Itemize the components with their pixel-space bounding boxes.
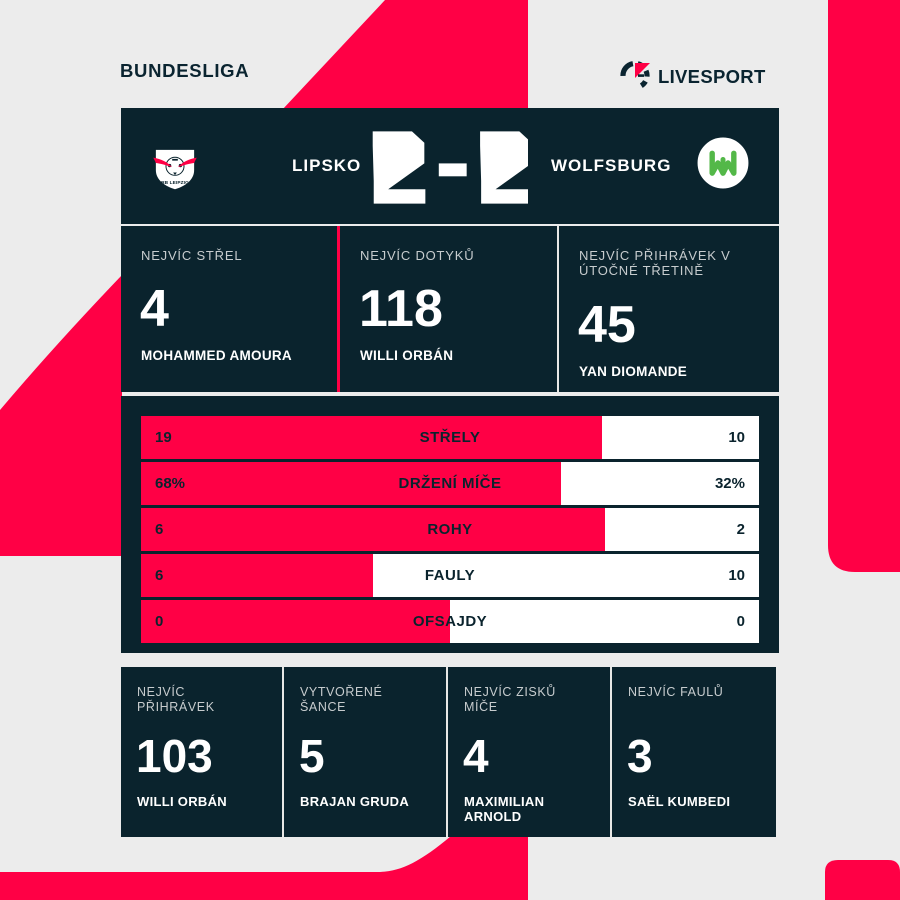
svg-text:RB LEIPZIG: RB LEIPZIG [161, 180, 189, 186]
svg-text:LIVESPORT: LIVESPORT [658, 66, 766, 87]
